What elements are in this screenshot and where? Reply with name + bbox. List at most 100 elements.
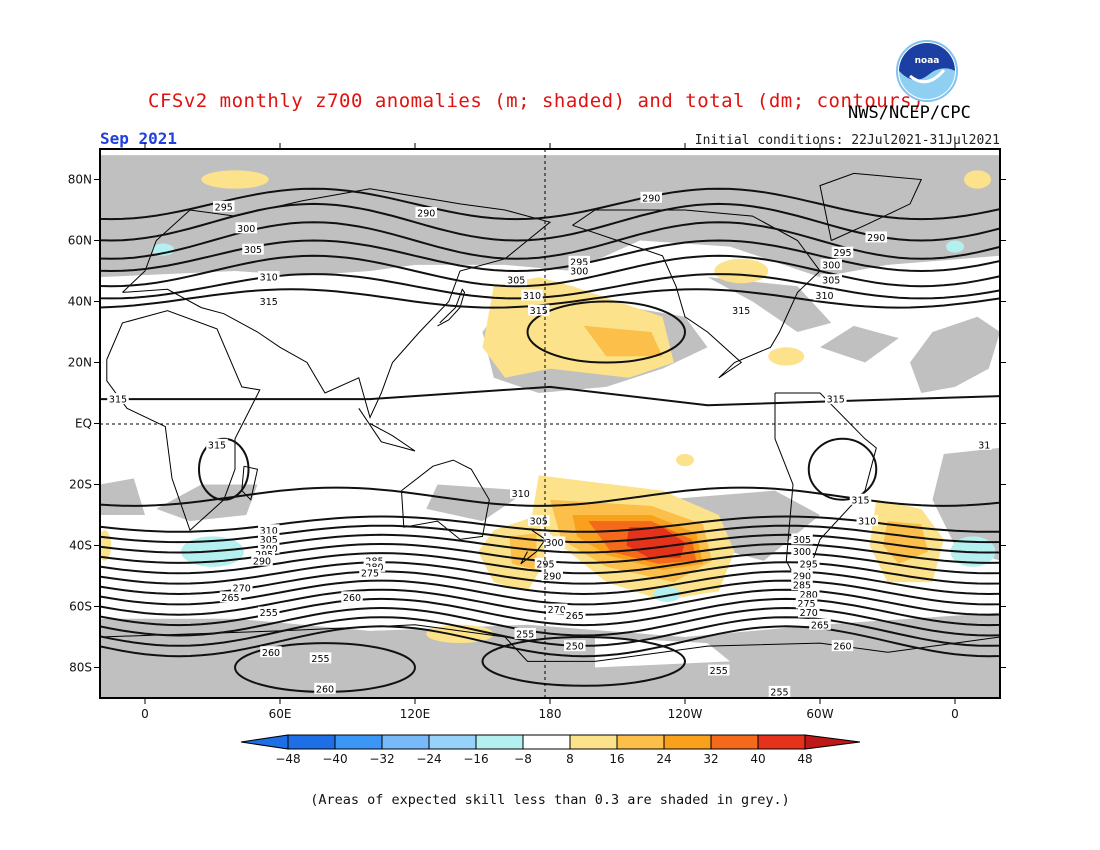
colorbar-segment — [475, 734, 524, 750]
contour-label-bg — [251, 554, 273, 566]
contour-label-bg — [564, 609, 586, 621]
contour-label: 295 — [800, 559, 818, 570]
contour-ring-315 — [807, 437, 878, 501]
contour-line — [100, 606, 1000, 637]
contour-label-bg — [831, 246, 854, 258]
contour-label: 290 — [543, 572, 561, 583]
contour-label: 305 — [530, 517, 548, 528]
contour-label-bg — [260, 646, 282, 658]
contour-label: 275 — [797, 599, 815, 610]
contour-ring-250 — [481, 636, 686, 687]
contour-label-bg — [831, 640, 854, 652]
colorbar-segment — [616, 734, 665, 750]
anomaly-pos16 — [509, 533, 537, 570]
contour-label-bg — [521, 289, 543, 301]
colorbar-segment — [428, 734, 477, 750]
anomaly-shading — [100, 170, 996, 644]
contour-label-bg — [528, 515, 550, 527]
y-tick-label: 40N — [68, 295, 92, 309]
contour-label: 300 — [570, 267, 588, 278]
contour-label-bg — [791, 533, 813, 545]
contour-label: 290 — [417, 209, 435, 220]
contour-label: 265 — [811, 620, 829, 631]
anomaly-pos8 — [201, 170, 269, 189]
contour-label-bg — [206, 438, 228, 450]
coastline — [106, 310, 261, 532]
x-tick-label: 0 — [951, 707, 959, 721]
x-tick-label: 60W — [806, 707, 833, 721]
contour-label-bg — [258, 542, 280, 554]
coastline — [358, 408, 416, 452]
contour-label: 255 — [260, 608, 278, 619]
contour-label: 315 — [827, 395, 845, 406]
contour-line — [100, 597, 1000, 627]
contour-label: 290 — [642, 193, 660, 204]
contour-label-bg — [820, 274, 842, 286]
contour-label: 300 — [545, 538, 563, 549]
contour-label-bg — [791, 570, 813, 581]
anomaly-pos8 — [676, 454, 694, 467]
initial-conditions: Initial conditions: 22Jul2021-31Jul2021 — [694, 133, 1000, 148]
contour-label: 255 — [311, 654, 329, 665]
colorbar-label: −48 — [275, 752, 300, 766]
contour-label-bg — [798, 606, 820, 618]
contour-label-bg — [795, 597, 818, 609]
colorbar-segment — [757, 734, 806, 750]
anomaly-pos16 — [583, 325, 663, 357]
colorbar-label: 48 — [797, 752, 812, 766]
contour-label-bg — [541, 570, 563, 581]
contour-label-bg — [235, 222, 257, 234]
contour-label-bg — [341, 591, 363, 603]
contour-label: 310 — [815, 291, 833, 302]
contour-label-bg — [825, 393, 847, 405]
contour-label-bg — [708, 664, 730, 676]
contour-label-bg — [510, 487, 532, 499]
x-tick-label: 180 — [539, 707, 562, 721]
colorbar-segment — [663, 734, 712, 750]
contour-label-bg — [314, 682, 336, 694]
coastline — [401, 459, 490, 540]
contour-label-bg — [798, 557, 820, 569]
contour-label-bg — [309, 652, 332, 664]
skill-footnote: (Areas of expected skill less than 0.3 a… — [310, 792, 790, 808]
contour-label: 310 — [260, 526, 278, 537]
contour-label-bg — [798, 588, 820, 600]
contour-label: 305 — [822, 276, 840, 287]
colorbar-segment — [381, 734, 430, 750]
y-tick-label: 20S — [69, 478, 92, 492]
contour-line — [100, 579, 1000, 606]
colorbar-arrow-left — [240, 734, 289, 750]
colorbar-segment — [287, 734, 336, 750]
contour-label-bg — [219, 591, 242, 603]
contour-label: 315 — [260, 297, 278, 308]
contour-label: 315 — [732, 306, 750, 317]
colorbar-segment — [710, 734, 759, 750]
contour-line — [100, 273, 1000, 300]
contour-label-bg — [258, 533, 280, 545]
contour-label-bg — [363, 560, 386, 572]
contour-label-bg — [809, 618, 831, 630]
contour-label: 305 — [793, 535, 811, 546]
contour-label: 295 — [570, 257, 588, 268]
contour-label-bg — [258, 524, 280, 536]
anomaly-neg8 — [653, 586, 681, 602]
contour-label-bg — [976, 438, 992, 450]
contour-label: 300 — [237, 224, 255, 235]
contour-label: 290 — [793, 572, 811, 583]
contour-line — [100, 202, 1000, 242]
coastline — [241, 465, 259, 501]
colorbar: −48 −40 −32 −24 −16 −8 8 16 24 32 40 48 — [240, 734, 861, 766]
colorbar-label: −40 — [322, 752, 347, 766]
colorbar-label: 24 — [656, 752, 671, 766]
contour-ring-315 — [198, 437, 250, 501]
colorbar-label: −16 — [463, 752, 488, 766]
contour-label-bg — [849, 493, 872, 505]
y-tick-label: 60N — [68, 234, 92, 248]
y-tick-label: 80S — [69, 661, 92, 675]
x-tick-label: 120E — [400, 707, 431, 721]
contour-label-bg — [564, 640, 586, 652]
x-tick-label: 60E — [269, 707, 292, 721]
y-tick-label: 40S — [69, 539, 92, 553]
contour-label: 315 — [530, 306, 548, 317]
svg-text:noaa: noaa — [915, 56, 940, 66]
